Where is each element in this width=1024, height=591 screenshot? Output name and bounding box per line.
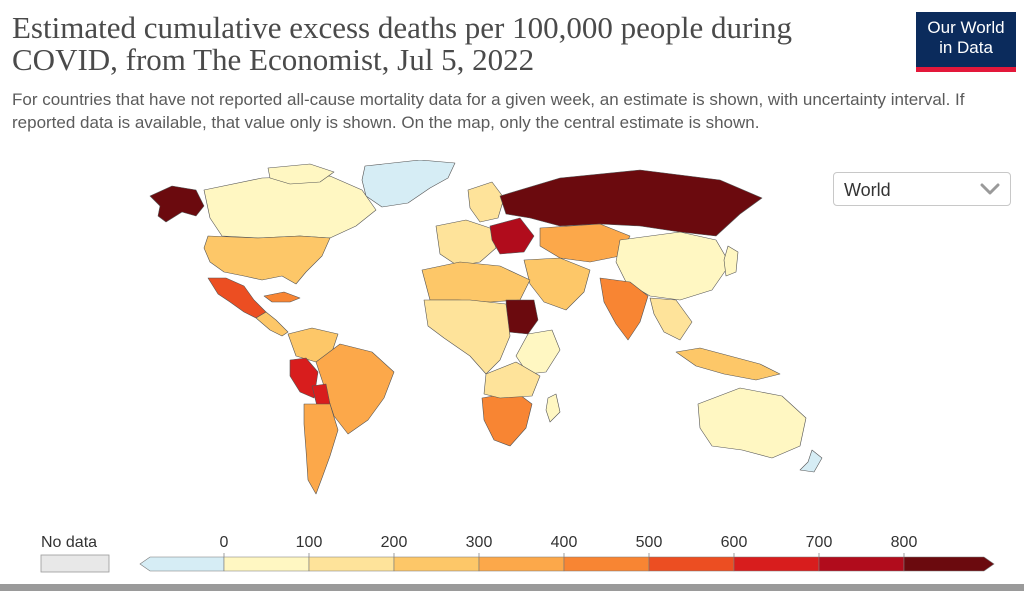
region-caribbean[interactable] — [263, 291, 301, 303]
horizontal-scrollbar[interactable] — [0, 584, 1024, 591]
region-sudan[interactable] — [505, 299, 539, 335]
region-indonesia[interactable] — [675, 347, 781, 381]
world-map[interactable] — [0, 160, 1024, 505]
region-greenland[interactable] — [361, 160, 456, 208]
legend-bin[interactable] — [478, 556, 565, 572]
region-japan[interactable] — [723, 245, 739, 277]
owid-logo[interactable]: Our World in Data — [916, 12, 1016, 72]
legend-bin[interactable] — [733, 556, 820, 572]
region-united-states[interactable] — [203, 235, 331, 285]
logo-line-2: in Data — [939, 38, 993, 57]
region-west-central-africa[interactable] — [423, 299, 511, 375]
chart-subtitle: For countries that have not reported all… — [12, 90, 965, 132]
region-south-central-africa[interactable] — [483, 361, 541, 399]
region-peru[interactable] — [289, 357, 319, 399]
region-select-value: World — [844, 180, 891, 200]
legend-bin[interactable] — [308, 556, 395, 572]
region-scandinavia[interactable] — [467, 181, 505, 223]
region-southern-cone[interactable] — [303, 403, 339, 495]
legend-bin[interactable] — [223, 556, 310, 572]
region-mexico[interactable] — [207, 277, 267, 319]
legend-no-data-swatch — [40, 554, 110, 573]
region-alaska[interactable] — [149, 185, 205, 223]
region-arctic-islands[interactable] — [267, 163, 335, 185]
region-eastern-europe[interactable] — [489, 217, 535, 255]
region-southern-africa[interactable] — [481, 391, 533, 447]
region-china[interactable] — [615, 231, 731, 301]
region-select[interactable]: World — [833, 172, 1011, 206]
legend-tick-label: 400 — [551, 534, 578, 551]
legend-tick-label: 600 — [721, 534, 748, 551]
legend-bin[interactable] — [648, 556, 735, 572]
legend-tick-label: 500 — [636, 534, 663, 551]
legend-tick-label: 800 — [891, 534, 918, 551]
legend-bin[interactable] — [393, 556, 480, 572]
region-new-zealand[interactable] — [799, 449, 823, 473]
region-canada[interactable] — [203, 175, 377, 239]
color-legend: No data 0 100 200 300 400 500 600 700 800 — [40, 534, 995, 573]
region-madagascar[interactable] — [545, 393, 561, 423]
region-east-africa[interactable] — [515, 329, 561, 375]
legend-bin[interactable] — [903, 556, 995, 572]
region-australia[interactable] — [697, 387, 807, 459]
region-north-africa[interactable] — [421, 261, 531, 303]
region-western-europe[interactable] — [435, 219, 497, 267]
legend-tick-label: 100 — [296, 534, 323, 551]
legend-tick-label: 700 — [806, 534, 833, 551]
region-middle-east[interactable] — [523, 257, 591, 311]
region-southeast-asia[interactable] — [649, 297, 693, 341]
legend-bin[interactable] — [563, 556, 650, 572]
logo-line-1: Our World — [927, 18, 1005, 37]
legend-bin[interactable] — [139, 556, 225, 572]
region-central-america[interactable] — [255, 311, 289, 337]
legend-tick-label: 300 — [466, 534, 493, 551]
legend-tick-label: 200 — [381, 534, 408, 551]
region-russia[interactable] — [499, 169, 763, 237]
logo-accent-bar — [916, 67, 1016, 72]
legend-no-data-label: No data — [41, 534, 97, 551]
chevron-down-icon — [980, 183, 1000, 195]
region-india[interactable] — [599, 277, 649, 341]
region-central-asia[interactable] — [539, 223, 631, 263]
chart-title: Estimated cumulative excess deaths per 1… — [12, 10, 792, 77]
legend-bin[interactable] — [818, 556, 905, 572]
legend-tick-label: 0 — [220, 534, 229, 551]
